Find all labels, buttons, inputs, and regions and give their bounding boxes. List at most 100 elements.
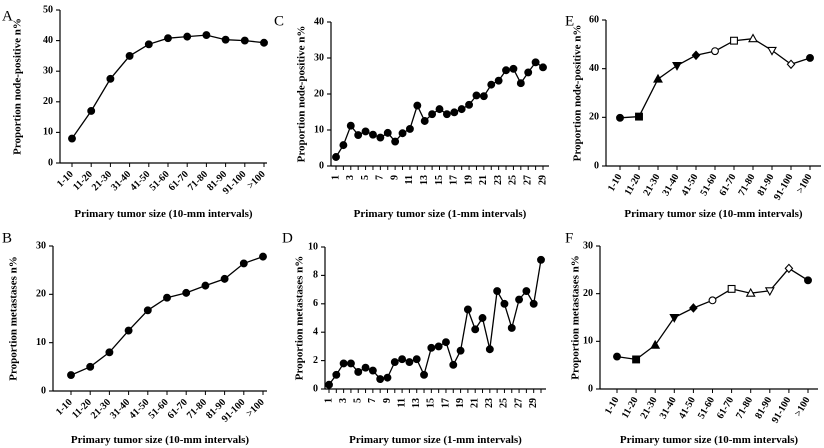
data-point-e bbox=[616, 113, 624, 122]
data-point-d bbox=[500, 299, 509, 308]
data-point-d bbox=[427, 343, 436, 352]
y-tick-label-b: 10 bbox=[36, 337, 46, 348]
data-point-e bbox=[730, 36, 738, 45]
x-tick-label-c: 1 bbox=[330, 175, 341, 180]
y-tick-label-b: 30 bbox=[36, 240, 46, 251]
data-point-d bbox=[522, 287, 531, 295]
x-tick-label-f: 31-40 bbox=[658, 395, 679, 421]
data-point-b bbox=[124, 326, 133, 335]
x-tick-label-f: >100 bbox=[793, 395, 813, 418]
y-tick-label-d: 8 bbox=[313, 270, 318, 281]
x-tick-label-c: 21 bbox=[478, 175, 489, 185]
data-point-c bbox=[502, 66, 510, 75]
y-tick-label-d: 2 bbox=[313, 355, 318, 366]
series-line-d bbox=[328, 259, 542, 386]
data-point-c bbox=[435, 105, 444, 114]
data-point-b bbox=[143, 306, 152, 315]
data-point-d bbox=[368, 366, 377, 375]
panel-letter-e: E bbox=[565, 14, 574, 30]
y-tick-label-a: 50 bbox=[43, 4, 53, 15]
data-point-c bbox=[509, 64, 518, 73]
y-tick-label-d: 4 bbox=[313, 326, 318, 337]
data-point-d bbox=[529, 299, 538, 308]
data-point-b bbox=[105, 348, 114, 357]
panel-letter-f: F bbox=[565, 231, 573, 247]
x-tick-label-c: 27 bbox=[523, 175, 534, 185]
y-tick-label-a: 10 bbox=[43, 127, 53, 138]
data-point-f bbox=[708, 296, 717, 305]
x-tick-label-d: 21 bbox=[470, 398, 481, 408]
data-point-c bbox=[398, 129, 407, 138]
x-tick-label-c: 9 bbox=[389, 175, 400, 180]
x-axis-title-e: Primary tumor size (10-mm intervals) bbox=[624, 208, 803, 220]
y-tick-label-c: 30 bbox=[314, 52, 324, 63]
data-point-a bbox=[68, 134, 76, 143]
data-point-c bbox=[516, 79, 525, 88]
data-point-e bbox=[748, 33, 758, 43]
data-point-c bbox=[332, 153, 340, 161]
x-tick-label-f: 21-30 bbox=[639, 395, 660, 421]
y-tick-label-f: 0 bbox=[588, 383, 593, 394]
data-point-a bbox=[240, 36, 249, 45]
y-tick-label-b: 0 bbox=[41, 385, 46, 396]
x-tick-label-a: 21-30 bbox=[90, 169, 114, 193]
y-tick-label-a: 40 bbox=[43, 35, 53, 46]
x-tick-label-e: 41-50 bbox=[679, 172, 700, 198]
panel-b: B01020301-1011-2021-3031-4041-5051-6061-… bbox=[2, 231, 267, 446]
panel-letter-d: D bbox=[282, 231, 293, 247]
data-point-c bbox=[539, 63, 547, 72]
data-point-d bbox=[383, 373, 392, 382]
data-point-c bbox=[369, 130, 377, 139]
x-tick-label-a: 51-60 bbox=[147, 169, 171, 193]
data-point-b bbox=[67, 371, 75, 379]
data-point-b bbox=[239, 259, 248, 268]
panel-letter-b: B bbox=[2, 231, 12, 247]
data-point-f bbox=[784, 263, 794, 274]
x-axis-title-a: Primary tumor size (10-mm intervals) bbox=[74, 208, 253, 220]
x-tick-label-b: 41-50 bbox=[127, 397, 151, 421]
x-tick-label-e: 51-60 bbox=[698, 172, 719, 198]
data-point-d bbox=[471, 325, 480, 334]
x-axis-title-f: Primary tumor size (10-mm intervals) bbox=[620, 434, 799, 446]
data-point-a bbox=[125, 51, 134, 60]
data-point-c bbox=[524, 68, 533, 77]
data-point-d bbox=[412, 355, 421, 364]
data-point-b bbox=[163, 293, 171, 302]
y-tick-label-c: 10 bbox=[314, 124, 324, 135]
data-point-e bbox=[691, 50, 701, 61]
data-point-c bbox=[361, 127, 370, 136]
data-point-c bbox=[420, 117, 429, 125]
x-tick-label-e: 11-20 bbox=[623, 172, 644, 197]
x-tick-label-c: 15 bbox=[434, 175, 445, 185]
data-point-d bbox=[332, 370, 341, 379]
x-tick-label-d: 17 bbox=[440, 398, 451, 408]
y-axis-title-b: Proportion metastases n% bbox=[8, 256, 20, 380]
x-tick-label-f: 1-10 bbox=[603, 395, 622, 416]
x-tick-label-e: 91-100 bbox=[772, 172, 796, 202]
x-tick-label-d: 9 bbox=[382, 398, 393, 403]
x-tick-label-a: 61-70 bbox=[167, 169, 191, 193]
x-tick-label-d: 13 bbox=[411, 398, 422, 408]
series-line-a bbox=[71, 34, 265, 139]
data-point-d bbox=[493, 287, 502, 295]
data-point-a bbox=[106, 74, 115, 83]
data-point-c bbox=[346, 121, 355, 130]
x-axis-title-c: Primary tumor size (1-mm intervals) bbox=[354, 208, 527, 220]
x-tick-label-f: 41-50 bbox=[677, 395, 698, 421]
data-point-f bbox=[689, 303, 698, 313]
x-tick-label-b: 11-20 bbox=[70, 397, 94, 421]
data-point-d bbox=[434, 342, 443, 351]
series-line-b bbox=[70, 255, 264, 376]
data-point-d bbox=[346, 359, 355, 368]
data-point-f bbox=[669, 313, 680, 323]
data-point-c bbox=[450, 108, 459, 117]
y-tick-label-c: 20 bbox=[314, 88, 324, 99]
y-tick-label-d: 10 bbox=[308, 241, 318, 252]
x-tick-label-d: 7 bbox=[367, 398, 378, 403]
data-point-c bbox=[339, 141, 348, 150]
data-point-d bbox=[485, 345, 494, 354]
x-tick-label-d: 25 bbox=[499, 398, 510, 408]
y-axis-title-e: Proportion node-positive n% bbox=[572, 25, 584, 162]
